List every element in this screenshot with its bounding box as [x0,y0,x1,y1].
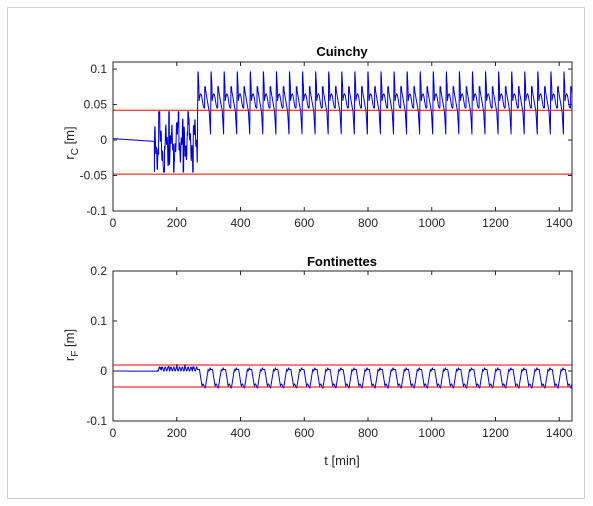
subplot-title: Cuinchy [316,44,368,59]
subplot-cuinchy: Cuinchy rC [m] 0 200 400 600 800 1000 1200 1400… [62,44,573,230]
subplot-fontinettes: Fontinettes rF [m] t [min] 0 200 400 600 800… [62,254,573,468]
x-tick-label: 800 [358,426,378,440]
y-tick-label: 0.1 [90,62,107,76]
x-axis-label: t [min] [324,453,359,468]
axes-box [112,61,573,212]
x-tick-label: 0 [110,216,117,230]
x-tick-label: 600 [294,426,314,440]
y-tick-label: 0 [100,133,107,147]
x-tick-label: 800 [358,216,378,230]
y-tick-label: 0.1 [90,314,107,328]
x-tick-label: 1200 [482,216,509,230]
y-tick-label: 0 [100,364,107,378]
x-tick-label: 1400 [546,426,573,440]
x-tick-label: 400 [230,216,250,230]
y-tick-label: 0.05 [84,98,108,112]
y-tick-label: -0.1 [86,414,107,428]
x-tick-label: 400 [230,426,250,440]
series-line [113,363,573,389]
y-tick-label: 0.2 [90,264,107,278]
x-tick-label: 200 [167,426,187,440]
x-tick-label: 0 [110,426,117,440]
y-tick-label: -0.1 [86,204,107,218]
y-axis-label: rF [m] [62,329,81,361]
y-tick-label: -0.05 [80,169,108,183]
x-tick-label: 600 [294,216,314,230]
series-line [113,71,573,173]
x-tick-label: 200 [167,216,187,230]
axes-box [112,270,573,422]
x-tick-label: 1000 [418,216,445,230]
x-tick-label: 1000 [418,426,445,440]
y-axis-label: rC [m] [62,126,81,159]
x-tick-label: 1400 [546,216,573,230]
subplot-title: Fontinettes [307,254,377,269]
x-tick-label: 1200 [482,426,509,440]
